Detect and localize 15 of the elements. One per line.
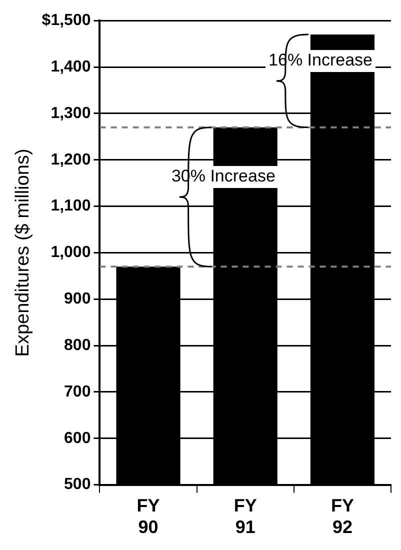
y-tick-label: $1,500 bbox=[42, 12, 91, 30]
y-tick-label: 1,300 bbox=[50, 104, 91, 122]
y-tick-label: 700 bbox=[64, 383, 91, 400]
x-tick-label: FY 90 bbox=[136, 496, 160, 538]
x-tick-label: FY 92 bbox=[330, 496, 354, 538]
y-tick-label: 900 bbox=[64, 290, 91, 308]
y-tick-label: 600 bbox=[64, 430, 91, 447]
y-tick-label: 1,000 bbox=[50, 244, 91, 262]
y-tick-label: 1,100 bbox=[50, 198, 91, 215]
y-axis-title: Expenditures ($ millions) bbox=[12, 148, 34, 357]
y-tick-label: 1,400 bbox=[50, 58, 91, 76]
y-tick-label: 1,200 bbox=[50, 151, 91, 168]
y-tick-label: 500 bbox=[64, 476, 91, 494]
y-tick-label: 800 bbox=[64, 336, 91, 354]
x-tick-label: FY 91 bbox=[234, 496, 257, 538]
